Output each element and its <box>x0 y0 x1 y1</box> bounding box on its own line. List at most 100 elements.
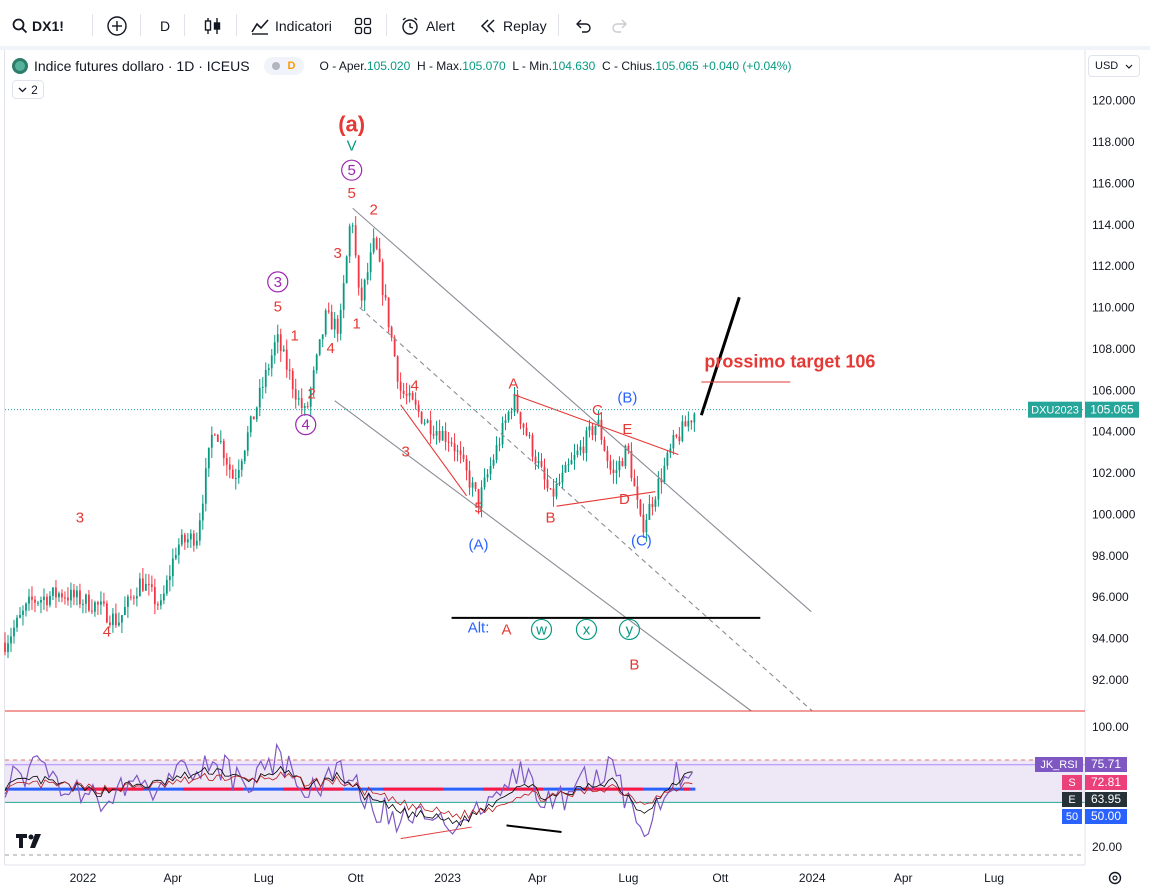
wave-label: B <box>629 657 639 674</box>
candle <box>411 390 414 401</box>
candle <box>31 586 33 610</box>
candle <box>109 615 111 628</box>
candle <box>198 512 201 546</box>
candle-body <box>528 435 531 437</box>
layout-button[interactable] <box>354 12 372 40</box>
candle <box>135 587 138 607</box>
candle <box>129 588 132 601</box>
candle-body <box>537 460 540 464</box>
undo-icon <box>576 19 591 33</box>
candle-body <box>342 283 345 310</box>
rsi-marker-badge <box>1085 792 1127 807</box>
candle-body <box>486 474 489 478</box>
candle-body <box>336 318 339 334</box>
candle-body <box>204 468 207 504</box>
status-pill[interactable]: D <box>263 57 304 75</box>
candle-body <box>147 583 150 585</box>
candle-body <box>222 441 225 459</box>
trendline-target-projection <box>699 296 741 416</box>
candle <box>312 366 315 397</box>
candle-body <box>432 434 435 436</box>
candle <box>246 426 249 457</box>
compare-symbol-button[interactable] <box>106 12 128 40</box>
candle-body <box>624 445 627 467</box>
rsi-marker-value: 72.81 <box>1091 775 1121 789</box>
candle <box>447 432 450 452</box>
chart-area[interactable] <box>4 50 1150 893</box>
candle <box>237 459 240 484</box>
rsi-marker-name: 50 <box>1066 811 1078 823</box>
candle-body <box>150 584 153 587</box>
rsi-marker-badge <box>1085 757 1127 772</box>
price-tick-label: 118.000 <box>1092 135 1135 149</box>
close-value: 105.065 <box>655 59 699 73</box>
candle-body <box>123 606 126 616</box>
candle <box>357 254 360 296</box>
candle-body <box>573 454 576 461</box>
candle-body <box>267 368 270 370</box>
candle <box>630 442 633 482</box>
candle-body <box>576 450 579 455</box>
undo-button[interactable] <box>574 12 592 40</box>
candle <box>402 382 405 399</box>
candle-body <box>129 596 132 598</box>
chart-type-button[interactable] <box>203 12 223 40</box>
replay-button[interactable]: Replay <box>479 12 547 40</box>
rsi-marker-name: JK_RSI <box>1040 759 1077 771</box>
candle-body <box>516 394 519 413</box>
candle <box>222 438 225 466</box>
currency-select[interactable]: USD <box>1088 55 1140 77</box>
candle-body <box>318 339 321 355</box>
indicators-button[interactable]: Indicatori <box>250 12 332 40</box>
wave-label: 3 <box>401 444 409 461</box>
candle <box>117 612 120 627</box>
candle <box>558 473 561 487</box>
candle <box>258 379 261 417</box>
candle-body <box>312 370 315 390</box>
candle <box>171 548 174 587</box>
candle <box>396 355 399 389</box>
candle <box>37 600 39 607</box>
candle <box>138 572 141 597</box>
candle <box>264 362 267 394</box>
candle-body <box>273 342 276 356</box>
candle-body <box>552 488 555 497</box>
indicators-label: Indicatori <box>275 18 332 34</box>
symbol-search-button[interactable]: DX1! <box>12 12 64 40</box>
candle <box>522 422 525 435</box>
interval-button[interactable]: D <box>160 12 170 40</box>
rsi-marker-value: 63.95 <box>1091 792 1121 806</box>
candle <box>70 582 72 608</box>
candle <box>585 426 588 462</box>
candle <box>106 600 108 624</box>
candle-body <box>37 602 39 604</box>
candle-body <box>351 225 354 227</box>
legend-collapse-button[interactable]: 2 <box>12 80 44 99</box>
price-tick-label: 96.000 <box>1092 590 1129 604</box>
candle <box>669 443 672 459</box>
candle-body <box>34 599 36 603</box>
candle-body <box>408 392 411 396</box>
wave-label: (B) <box>617 390 637 407</box>
candle <box>13 619 15 644</box>
candle <box>474 481 477 492</box>
candle <box>58 591 60 602</box>
wave-label: 3 <box>274 274 282 291</box>
wave-label: (a) <box>338 112 365 137</box>
candle <box>417 400 420 418</box>
candle-body <box>180 534 183 545</box>
candle <box>651 496 654 516</box>
alert-button[interactable]: Alert <box>400 12 455 40</box>
add-circle-icon <box>107 16 127 36</box>
high-value: 105.070 <box>462 59 506 73</box>
top-toolbar: DX1! D Indicatori Alert Replay <box>0 0 1150 50</box>
candle-body <box>333 318 336 330</box>
candle-body <box>345 256 348 284</box>
candle <box>378 237 381 263</box>
candle-body <box>153 586 156 605</box>
redo-button[interactable] <box>611 12 629 40</box>
price-tick-label: 92.000 <box>1092 673 1129 687</box>
candle-body <box>621 460 624 467</box>
candle <box>339 303 342 341</box>
